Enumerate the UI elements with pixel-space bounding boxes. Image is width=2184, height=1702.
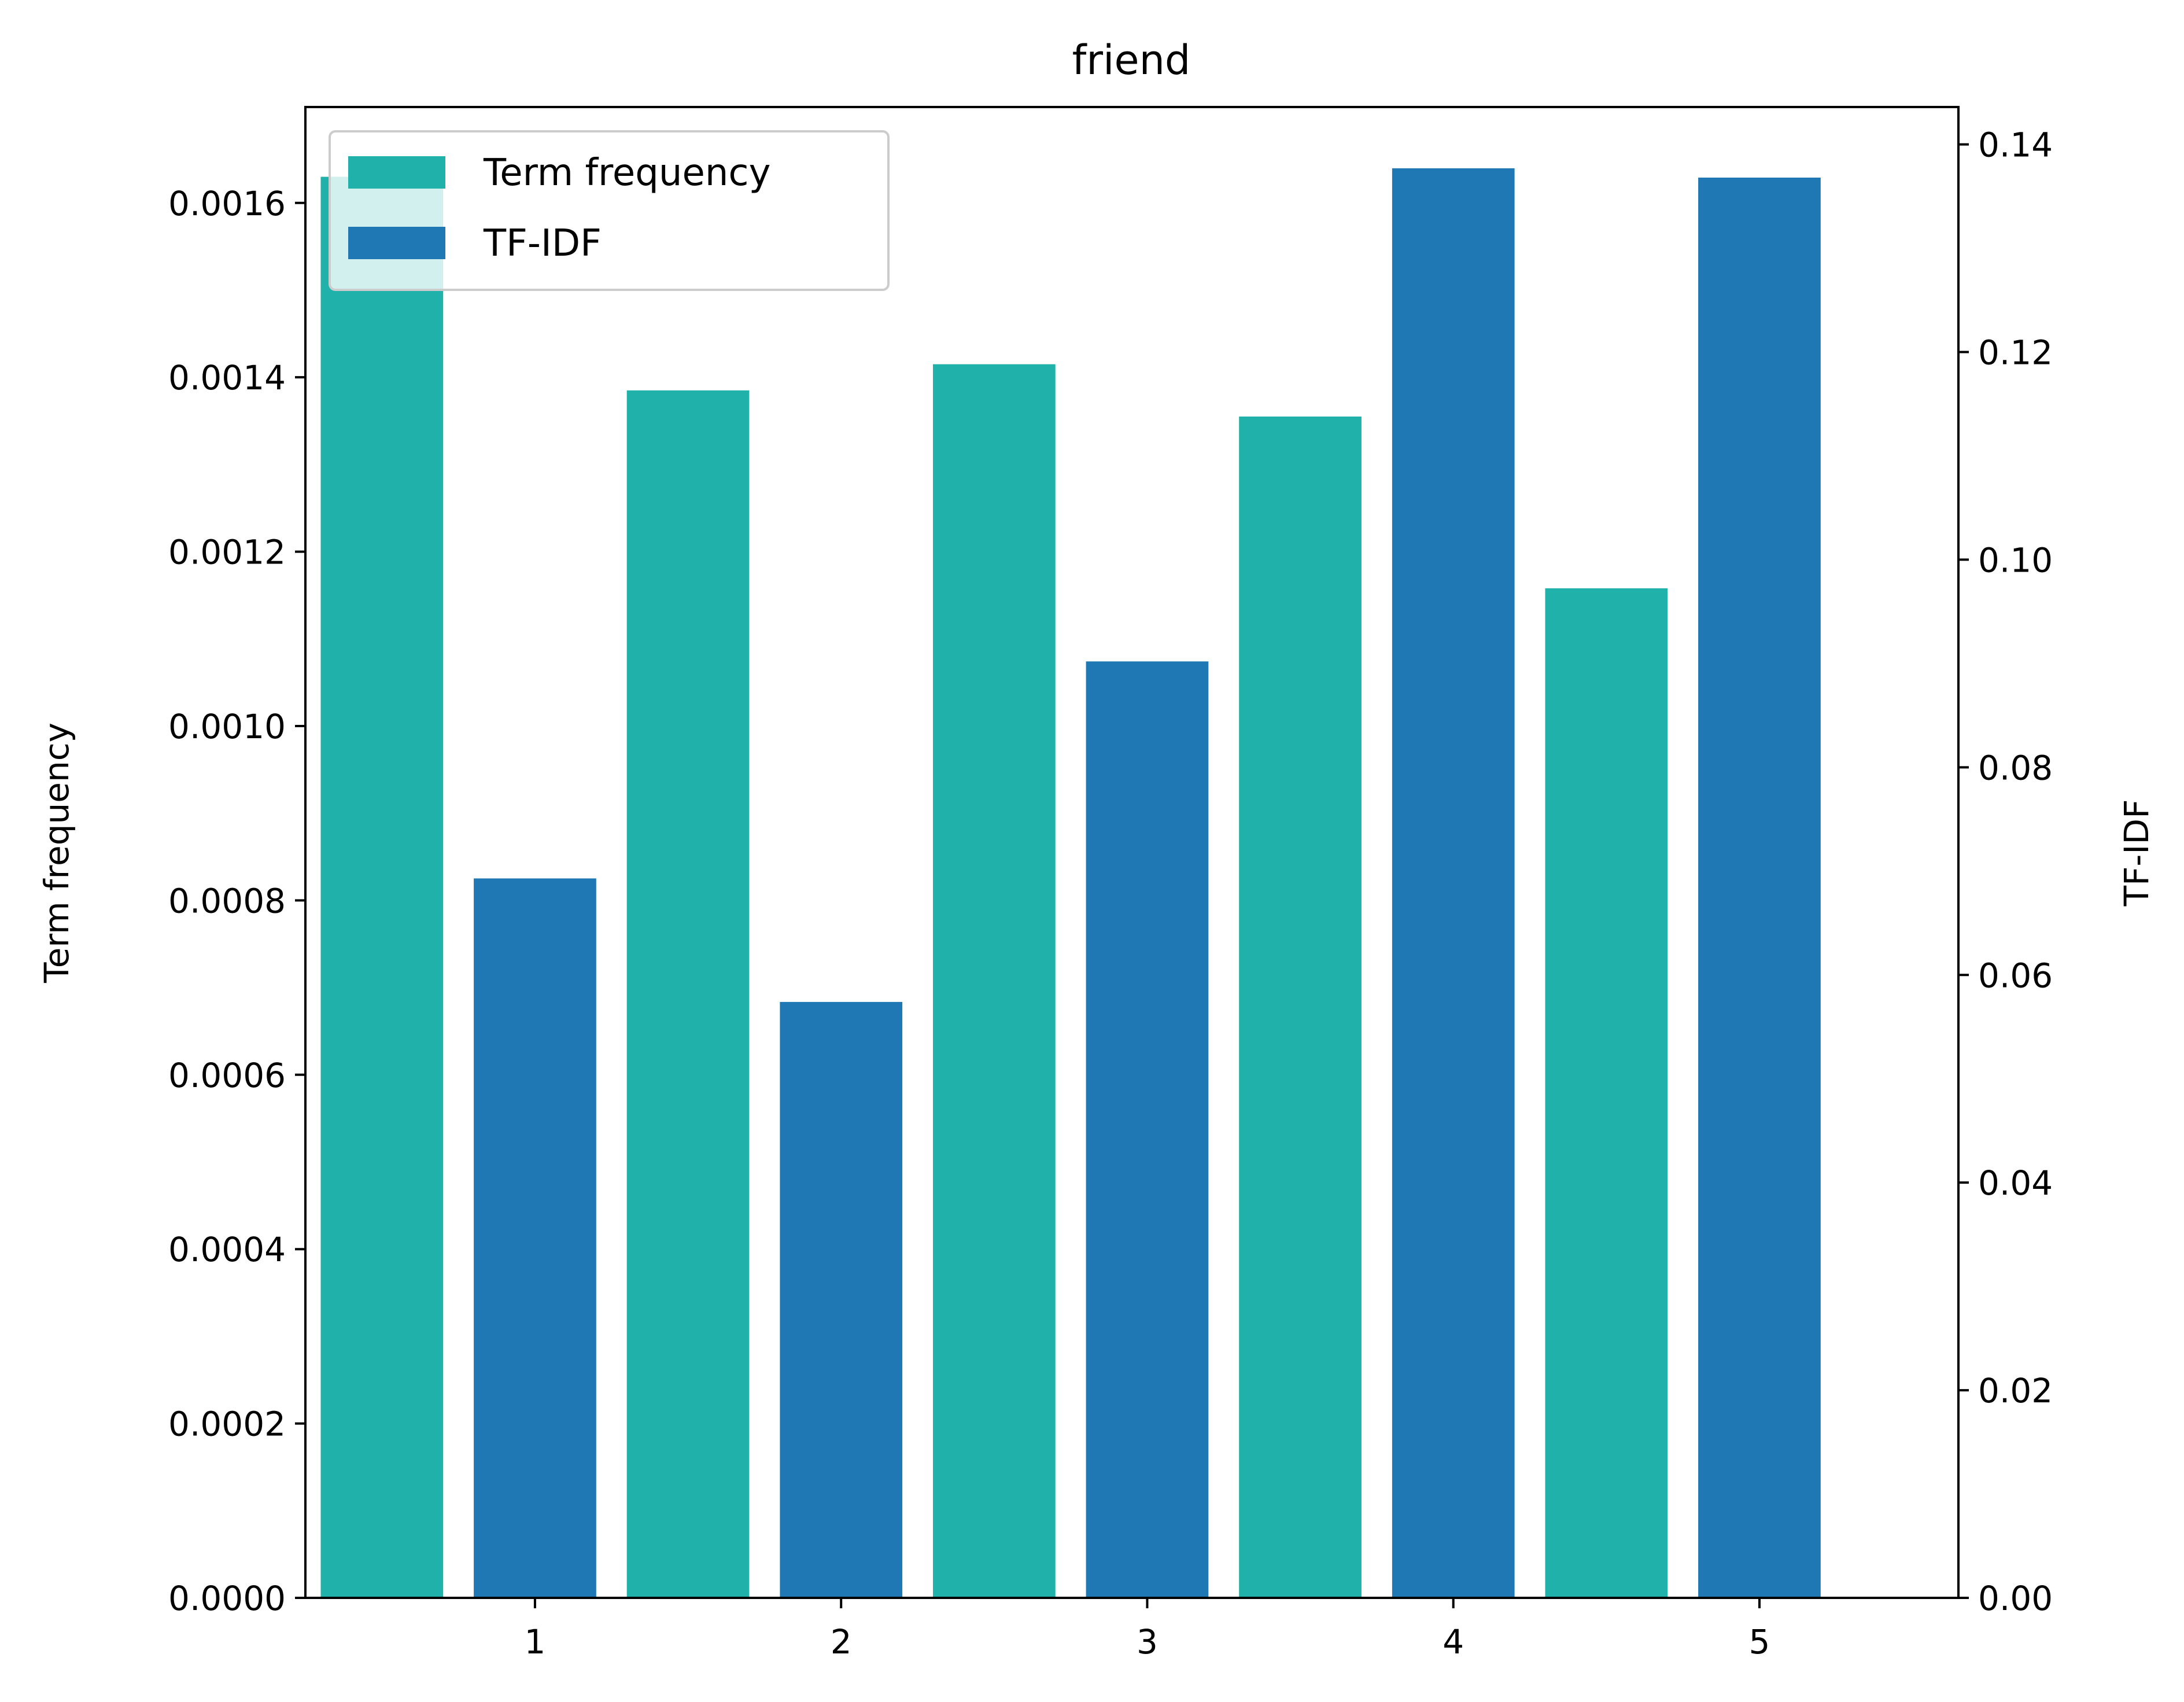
legend-label-term-frequency: Term frequency: [483, 152, 770, 194]
left-tick-label: 0.0008: [168, 881, 286, 920]
bar-term-frequency-4: [1239, 417, 1362, 1598]
x-tick-label: 5: [1749, 1622, 1770, 1662]
bar-tf-idf-1: [474, 878, 596, 1598]
bar-term-frequency-5: [1545, 588, 1668, 1598]
left-tick-label: 0.0006: [168, 1056, 286, 1095]
legend-label-tf-idf: TF-IDF: [483, 222, 602, 265]
x-axis: 1 2 3 4 5: [524, 1598, 1770, 1662]
right-tick-label: 0.14: [1978, 126, 2053, 165]
right-tick-label: 0.12: [1978, 333, 2053, 373]
legend: Term frequency TF-IDF: [329, 130, 890, 291]
right-tick-label: 0.10: [1978, 540, 2053, 580]
left-tick-label: 0.0014: [168, 358, 286, 397]
left-tick-label: 0.0000: [168, 1579, 286, 1618]
x-tick-label: 3: [1137, 1622, 1158, 1662]
bar-term-frequency-1: [320, 176, 444, 1598]
right-axis: 0.00 0.02 0.04 0.06 0.08 0.10 0.12 0.14: [1958, 126, 2053, 1618]
right-tick-label: 0.02: [1978, 1371, 2053, 1410]
bar-term-frequency-3: [933, 364, 1056, 1598]
right-axis-label: TF-IDF: [2117, 800, 2156, 907]
left-tick-label: 0.0010: [168, 707, 286, 746]
chart-title: friend: [1072, 36, 1191, 84]
bar-tf-idf-5: [1698, 178, 1821, 1598]
left-tick-label: 0.0002: [168, 1405, 286, 1444]
x-tick-label: 2: [831, 1622, 852, 1662]
right-tick-label: 0.08: [1978, 748, 2053, 787]
legend-swatch-term-frequency: [348, 156, 445, 189]
legend-box: [329, 130, 890, 291]
x-tick-label: 1: [524, 1622, 545, 1662]
right-tick-label: 0.00: [1978, 1579, 2053, 1618]
right-tick-label: 0.06: [1978, 956, 2053, 995]
bar-tf-idf-3: [1086, 661, 1209, 1598]
left-axis-label: Term frequency: [37, 723, 76, 983]
legend-swatch-tf-idf: [348, 227, 445, 259]
x-tick-label: 4: [1443, 1622, 1464, 1662]
left-tick-label: 0.0012: [168, 533, 286, 572]
plot-frame: [304, 106, 1960, 1599]
bars-layer: [320, 168, 1821, 1598]
bar-term-frequency-2: [626, 390, 750, 1598]
right-tick-label: 0.04: [1978, 1163, 2053, 1203]
left-axis: 0.0000 0.0002 0.0004 0.0006 0.0008 0.0010 0.00…: [168, 184, 305, 1618]
left-tick-label: 0.0004: [168, 1230, 286, 1269]
bar-tf-idf-2: [780, 1001, 903, 1598]
bar-tf-idf-4: [1392, 168, 1515, 1598]
left-tick-label: 0.0016: [168, 184, 286, 223]
